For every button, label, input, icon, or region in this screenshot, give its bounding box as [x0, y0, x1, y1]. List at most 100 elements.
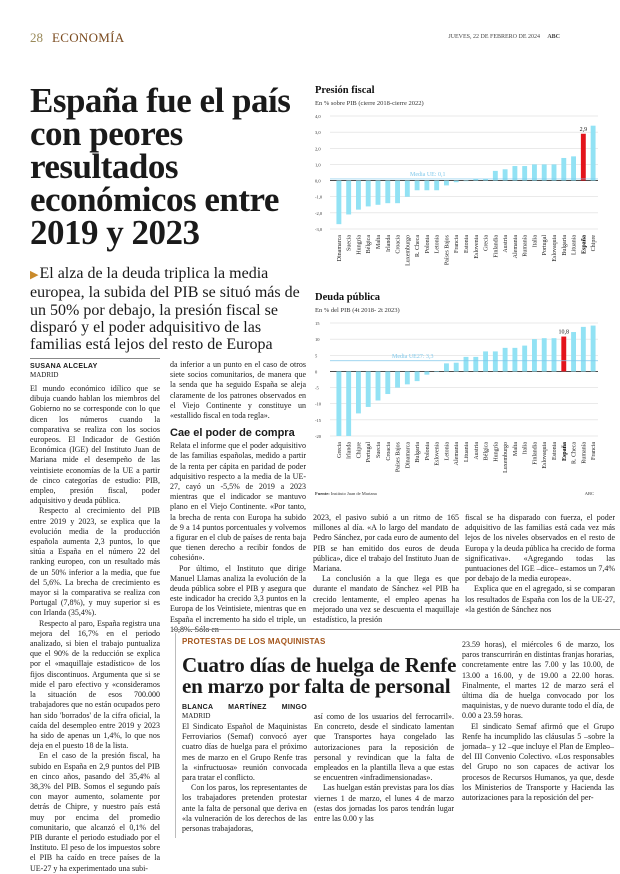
- y-tick-label: 1,0: [315, 162, 321, 168]
- paragraph: Relata el informe que el poder adquisiti…: [170, 441, 306, 563]
- y-tick-label: -1,0: [315, 195, 323, 201]
- paragraph: Con los paros, los representantes de los…: [182, 783, 307, 834]
- article-subheading: Cae el poder de compra: [170, 427, 295, 440]
- bar-letonia: [434, 180, 440, 191]
- bar-b-lgica: [365, 180, 371, 207]
- bar-francia: [453, 180, 459, 183]
- x-tick-label: Croacia: [386, 442, 392, 461]
- paragraph: El mundo económico idílico que se dibuja…: [30, 384, 160, 506]
- chart-subtitle: En % sobre PIB (cierre 2018-cierre 2022): [315, 100, 424, 107]
- renfe-box-top-rule: [172, 629, 620, 630]
- bar-alemania: [512, 166, 518, 181]
- paragraph: 2023, el pasivo subió a un ritmo de 165 …: [313, 513, 459, 574]
- bar-luxemburgo: [502, 347, 508, 372]
- paragraph: El sindicato Semaf afirmó que el Grupo R…: [462, 721, 614, 803]
- bar-suecia: [346, 180, 352, 215]
- y-tick-label: 4,0: [315, 114, 321, 120]
- bar-austria: [502, 169, 508, 181]
- x-tick-label: Eslovaquia: [552, 235, 558, 262]
- x-tick-label: R. Checa: [415, 235, 421, 257]
- y-tick-label: 2,0: [315, 146, 321, 152]
- byline: SUSANA ALCELAY MADRID: [30, 362, 98, 380]
- bar-r-checa: [571, 332, 576, 372]
- x-tick-label: Eslovenia: [435, 442, 441, 466]
- bar-espa-a: [580, 133, 586, 181]
- issue-date: JUEVES, 22 DE FEBRERO DE 2024: [448, 34, 540, 40]
- y-tick-label: -5: [315, 386, 319, 391]
- paragraph: El Sindicato Español de Maquinistas Ferr…: [182, 722, 307, 783]
- x-tick-label: Malta: [513, 442, 519, 456]
- paragraph: En el caso de la presión fiscal, ha subi…: [30, 751, 160, 873]
- bar-b-lgica: [483, 351, 488, 372]
- renfe-author: BLANCA MARTÍNEZ MINGO: [182, 704, 307, 711]
- bar-alemania: [453, 362, 459, 372]
- x-tick-label: Luxemburgo: [405, 235, 411, 266]
- bar-italia: [522, 345, 528, 372]
- x-tick-label: Estonia: [464, 235, 470, 253]
- x-tick-label: Portugal: [542, 235, 548, 256]
- subtitle-text: El alza de la deuda triplica la media eu…: [30, 265, 300, 354]
- bar-eslovenia: [473, 178, 479, 181]
- paragraph: La conclusión a la que llega es que dura…: [313, 574, 459, 625]
- bar-chipre: [356, 371, 361, 414]
- reference-line-label: Media UE: 0,1: [410, 172, 446, 178]
- triangle-bullet-icon: ▶: [30, 269, 39, 281]
- bar-francia: [590, 325, 596, 372]
- bar-irlanda: [385, 180, 391, 204]
- paragraph: Por último, el Instituto que dirige Manu…: [170, 563, 306, 634]
- y-tick-label: 5: [315, 353, 318, 358]
- x-tick-label: Irlanda: [347, 442, 353, 459]
- paragraph: fiscal se ha disparado con fuerza, el po…: [465, 513, 615, 584]
- x-tick-label: España: [562, 442, 568, 461]
- y-tick-label: 0,0: [315, 179, 321, 185]
- renfe-kicker: PROTESTAS DE LOS MAQUINISTAS: [182, 637, 326, 646]
- chart-source: Fuente: Instituto Juan de Mariana: [315, 491, 377, 496]
- x-tick-label: Irlanda: [386, 235, 392, 252]
- paragraph: da inferior a un punto en el caso de otr…: [170, 360, 306, 421]
- x-tick-label: Bulgaria: [562, 235, 568, 256]
- bar-eslovenia: [434, 371, 440, 373]
- y-tick-label: -10: [315, 402, 322, 407]
- bar-suecia: [375, 371, 381, 401]
- bar-finlandia: [532, 339, 537, 372]
- bar-portugal: [541, 164, 547, 181]
- renfe-column-3: 23.59 horas), el miércoles 6 de marzo, l…: [462, 640, 614, 803]
- x-tick-label: Austria: [503, 235, 509, 253]
- y-tick-label: 0: [315, 369, 318, 374]
- bar-eslovaquia: [541, 338, 547, 372]
- paragraph: Explica que en el agregado, si se compar…: [465, 584, 615, 614]
- x-tick-label: Finlandia: [532, 442, 538, 465]
- x-tick-label: Alemania: [454, 442, 460, 466]
- bar-italia: [532, 164, 537, 181]
- y-tick-label: -2,0: [315, 211, 323, 217]
- renfe-box-left-rule: [175, 633, 176, 838]
- bar-portugal: [365, 371, 371, 407]
- x-tick-label: Bulgaria: [415, 442, 421, 463]
- bar-dinamarca: [336, 180, 342, 225]
- byline-divider: [30, 358, 160, 359]
- x-tick-label: Bélgica: [366, 235, 372, 254]
- bar-espa-a: [561, 336, 567, 372]
- bar-polonia: [424, 371, 430, 375]
- x-tick-label: Malta: [376, 235, 382, 249]
- x-tick-label: Letonia: [435, 235, 441, 254]
- y-tick-label: -20: [315, 434, 322, 439]
- article-title: España fue el país con peores resultados…: [30, 81, 291, 252]
- bar-dinamarca: [404, 371, 410, 385]
- x-tick-label: Hungría: [356, 235, 362, 255]
- bar-pa-ses-bajos: [444, 180, 449, 186]
- bar-hungr-a: [492, 351, 498, 372]
- x-tick-label: Letonia: [444, 442, 450, 461]
- bar-hungr-a: [356, 180, 361, 210]
- bar-letonia: [444, 363, 449, 372]
- author-location: MADRID: [30, 371, 59, 379]
- bar-lituania: [463, 356, 469, 372]
- bar-irlanda: [346, 371, 352, 436]
- bar-luxemburgo: [404, 180, 410, 197]
- paragraph: así como de los usuarios del ferrocarril…: [314, 712, 454, 783]
- x-tick-label: Croacia: [396, 235, 402, 254]
- x-tick-label: Portugal: [366, 442, 372, 463]
- source-text: Instituto Juan de Mariana: [331, 491, 377, 496]
- source-label: Fuente:: [315, 491, 331, 496]
- bar-bulgaria: [561, 157, 567, 181]
